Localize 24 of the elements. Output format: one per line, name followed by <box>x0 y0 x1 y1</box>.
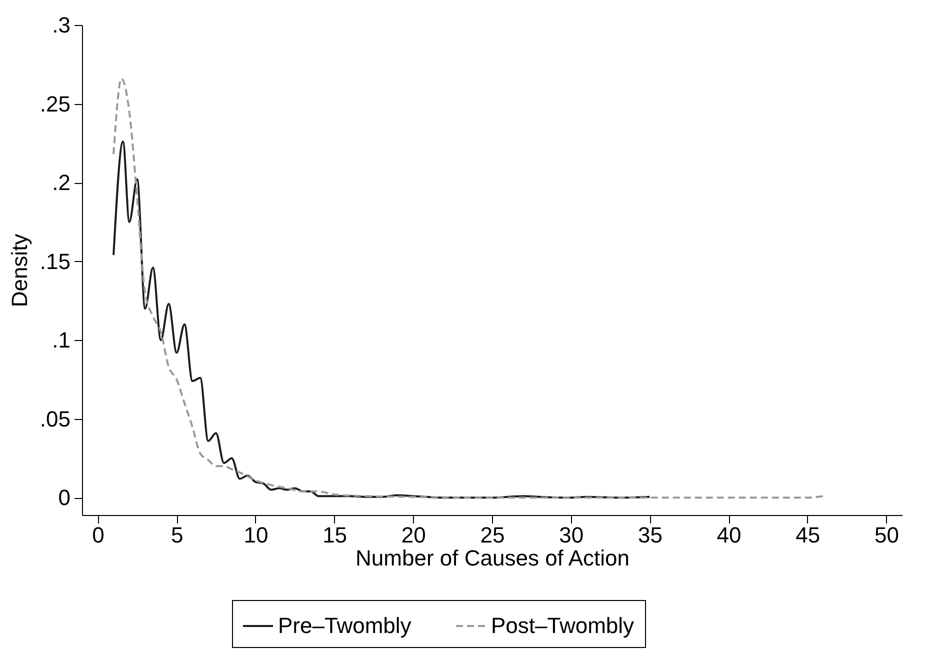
x-axis-title: Number of Causes of Action <box>356 546 630 570</box>
x-tick-label: 45 <box>796 522 820 548</box>
line-series <box>112 140 651 499</box>
x-tick-label: 5 <box>170 522 184 548</box>
x-tick-label: 15 <box>322 522 348 548</box>
x-tick-label: 30 <box>559 522 584 548</box>
y-tick-label: .3 <box>52 12 70 38</box>
x-tick-label: 50 <box>874 522 899 548</box>
legend-label: Post–Twombly <box>491 613 634 638</box>
x-tick-label: 40 <box>716 522 742 548</box>
x-tick-label: 25 <box>480 522 505 548</box>
line-series <box>112 78 824 499</box>
y-tick-label: .2 <box>52 170 70 196</box>
x-tick-label: 20 <box>401 522 426 548</box>
y-tick-label: .1 <box>52 328 70 353</box>
y-tick-label: .25 <box>40 91 70 116</box>
x-tick-label: 35 <box>638 522 662 548</box>
y-tick-label: 0 <box>58 485 70 510</box>
y-axis-title: Density <box>6 234 32 308</box>
x-tick-label: 0 <box>92 522 104 548</box>
y-tick-label: .15 <box>40 248 70 274</box>
legend-label: Pre–Twombly <box>278 613 412 638</box>
x-tick-label: 10 <box>244 522 268 548</box>
y-tick-label: .05 <box>40 406 70 432</box>
